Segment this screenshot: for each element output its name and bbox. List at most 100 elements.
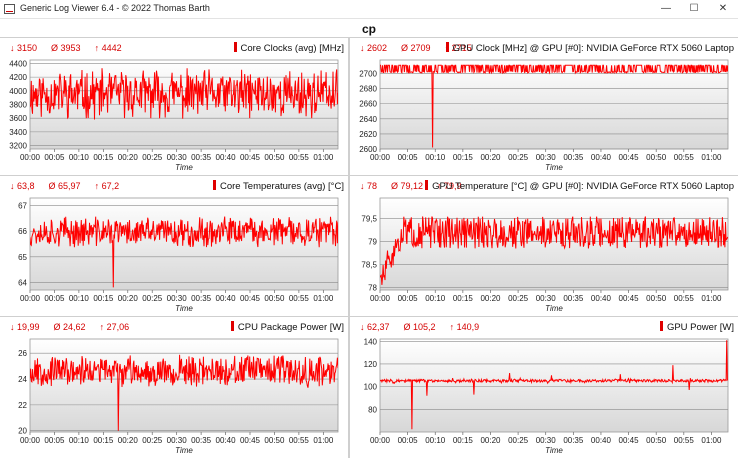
close-button[interactable]: ✕ (718, 3, 728, 14)
x-tick-label: 00:10 (69, 436, 90, 445)
y-tick-label: 3400 (9, 128, 27, 137)
series-line (30, 216, 338, 288)
chart-title-text: CPU Package Power [W] (237, 322, 344, 333)
plot-svg: 20 22 24 26 00:00 00:05 00:10 00:15 00:20 00:25 00… (18, 338, 339, 455)
x-tick-label: 00:05 (398, 153, 419, 162)
x-tick-label: 00:40 (216, 153, 237, 162)
x-tick-label: 00:35 (563, 153, 584, 162)
y-tick-label: 26 (18, 349, 27, 358)
x-tick-label: 00:35 (191, 294, 212, 303)
y-tick-label: 2680 (359, 85, 377, 94)
y-tick-label: 78 (368, 284, 377, 293)
x-tick-label: 00:45 (619, 436, 640, 445)
series-line (380, 64, 728, 148)
x-tick-label: 00:25 (142, 436, 163, 445)
x-tick-label: 00:30 (167, 436, 188, 445)
stat-avg: Ø 3953 (51, 43, 81, 53)
stat-min: ↓ 62,37 (360, 322, 390, 332)
y-tick-label: 140 (364, 337, 378, 346)
stat-avg: Ø 2709 (401, 43, 431, 53)
plot-area (379, 338, 729, 433)
x-tick-label: 00:25 (508, 294, 529, 303)
x-axis-label: Time (175, 304, 193, 313)
y-tick-label: 2660 (359, 100, 377, 109)
x-tick-label: 00:45 (240, 436, 261, 445)
y-tick-label: 120 (364, 360, 378, 369)
stats-line: ↓ 2602 Ø 2709 ↑ 2715 (360, 43, 486, 53)
x-tick-label: 00:30 (536, 436, 557, 445)
stats-line: ↓ 3150 Ø 3953 ↑ 4442 (10, 43, 136, 53)
y-tick-label: 4400 (9, 59, 27, 68)
stat-max: ↑ 2715 (444, 43, 472, 53)
x-tick-label: 00:20 (480, 294, 501, 303)
stats-line: ↓ 63,8 Ø 65,97 ↑ 67,2 (10, 181, 133, 191)
x-tick-label: 00:10 (425, 436, 446, 445)
x-tick-label: 00:30 (167, 294, 188, 303)
series-line (380, 216, 728, 285)
x-tick-label: 00:00 (370, 436, 391, 445)
x-tick-label: 01:00 (313, 294, 334, 303)
x-tick-label: 00:55 (674, 153, 695, 162)
series-swatch (233, 42, 237, 52)
series-line (380, 340, 728, 430)
x-tick-label: 00:40 (216, 294, 237, 303)
chart-panel-cpu-temp: ↓ 63,8 Ø 65,97 ↑ 67,2 Core Temperatures (av… (0, 176, 348, 316)
y-tick-label: 2640 (359, 115, 377, 124)
x-tick-label: 00:10 (69, 153, 90, 162)
x-tick-label: 00:50 (646, 436, 667, 445)
y-tick-label: 24 (18, 375, 27, 384)
x-tick-label: 00:15 (453, 436, 474, 445)
x-tick-label: 00:00 (20, 153, 41, 162)
y-tick-label: 3600 (9, 114, 27, 123)
x-tick-label: 00:45 (240, 153, 261, 162)
y-tick-label: 78,5 (361, 261, 377, 270)
plot-svg: 3200 3400 3600 3800 4000 4200 4400 00:00 00:05 00… (9, 59, 339, 172)
x-tick-label: 01:00 (313, 153, 334, 162)
stat-min: ↓ 19,99 (10, 322, 40, 332)
chart-title-text: Core Temperatures (avg) [°C] (219, 181, 344, 192)
minimize-button[interactable]: — (661, 3, 671, 14)
x-tick-label: 00:40 (216, 436, 237, 445)
x-tick-label: 00:20 (480, 436, 501, 445)
x-tick-label: 00:55 (289, 294, 310, 303)
page-title: cp (361, 22, 376, 36)
x-tick-label: 00:35 (563, 436, 584, 445)
y-tick-label: 80 (368, 405, 377, 414)
chart-title: CPU Package Power [W] (230, 321, 344, 333)
chart-title: GPU Clock [MHz] @ GPU [#0]: NVIDIA GeFor… (445, 42, 734, 54)
series-swatch (659, 321, 663, 331)
x-tick-label: 00:05 (44, 153, 65, 162)
x-axis-label: Time (545, 163, 563, 172)
stat-min: ↓ 3150 (10, 43, 38, 53)
x-tick-label: 00:05 (44, 436, 65, 445)
plot-svg: 2600 2620 2640 2660 2680 2700 00:00 00:05 00:10 0… (359, 59, 729, 172)
y-tick-label: 2620 (359, 130, 377, 139)
maximize-button[interactable]: ☐ (689, 3, 699, 14)
plot-svg: 64 65 66 67 00:00 00:05 00:10 00:15 00:20 00:25 00… (18, 197, 339, 313)
x-tick-label: 00:50 (646, 153, 667, 162)
x-tick-label: 00:40 (591, 294, 612, 303)
series-swatch (212, 180, 216, 190)
x-tick-label: 00:30 (536, 153, 557, 162)
y-tick-label: 65 (18, 253, 27, 262)
x-tick-label: 00:55 (674, 436, 695, 445)
chart-panel-cpu-clocks: ↓ 3150 Ø 3953 ↑ 4442 Core Clocks (avg) [MHz… (0, 38, 348, 175)
y-tick-label: 3200 (9, 142, 27, 151)
header-divider (0, 37, 738, 38)
x-tick-label: 00:30 (167, 153, 188, 162)
y-tick-label: 22 (18, 401, 27, 410)
chart-title: GPU Power [W] (659, 321, 734, 333)
x-tick-label: 00:50 (264, 294, 285, 303)
stat-avg: Ø 79,12 (391, 181, 424, 191)
x-tick-label: 00:35 (191, 153, 212, 162)
x-tick-label: 01:00 (701, 294, 722, 303)
series-line (30, 68, 338, 120)
x-tick-label: 00:10 (425, 153, 446, 162)
x-tick-label: 00:15 (93, 153, 114, 162)
y-tick-label: 2600 (359, 145, 377, 154)
x-tick-label: 00:05 (398, 436, 419, 445)
x-tick-label: 01:00 (313, 436, 334, 445)
chart-panel-gpu-clock: ↓ 2602 Ø 2709 ↑ 2715 GPU Clock [MHz] @ GPU … (350, 38, 738, 175)
x-tick-label: 00:15 (93, 294, 114, 303)
x-tick-label: 00:45 (619, 294, 640, 303)
